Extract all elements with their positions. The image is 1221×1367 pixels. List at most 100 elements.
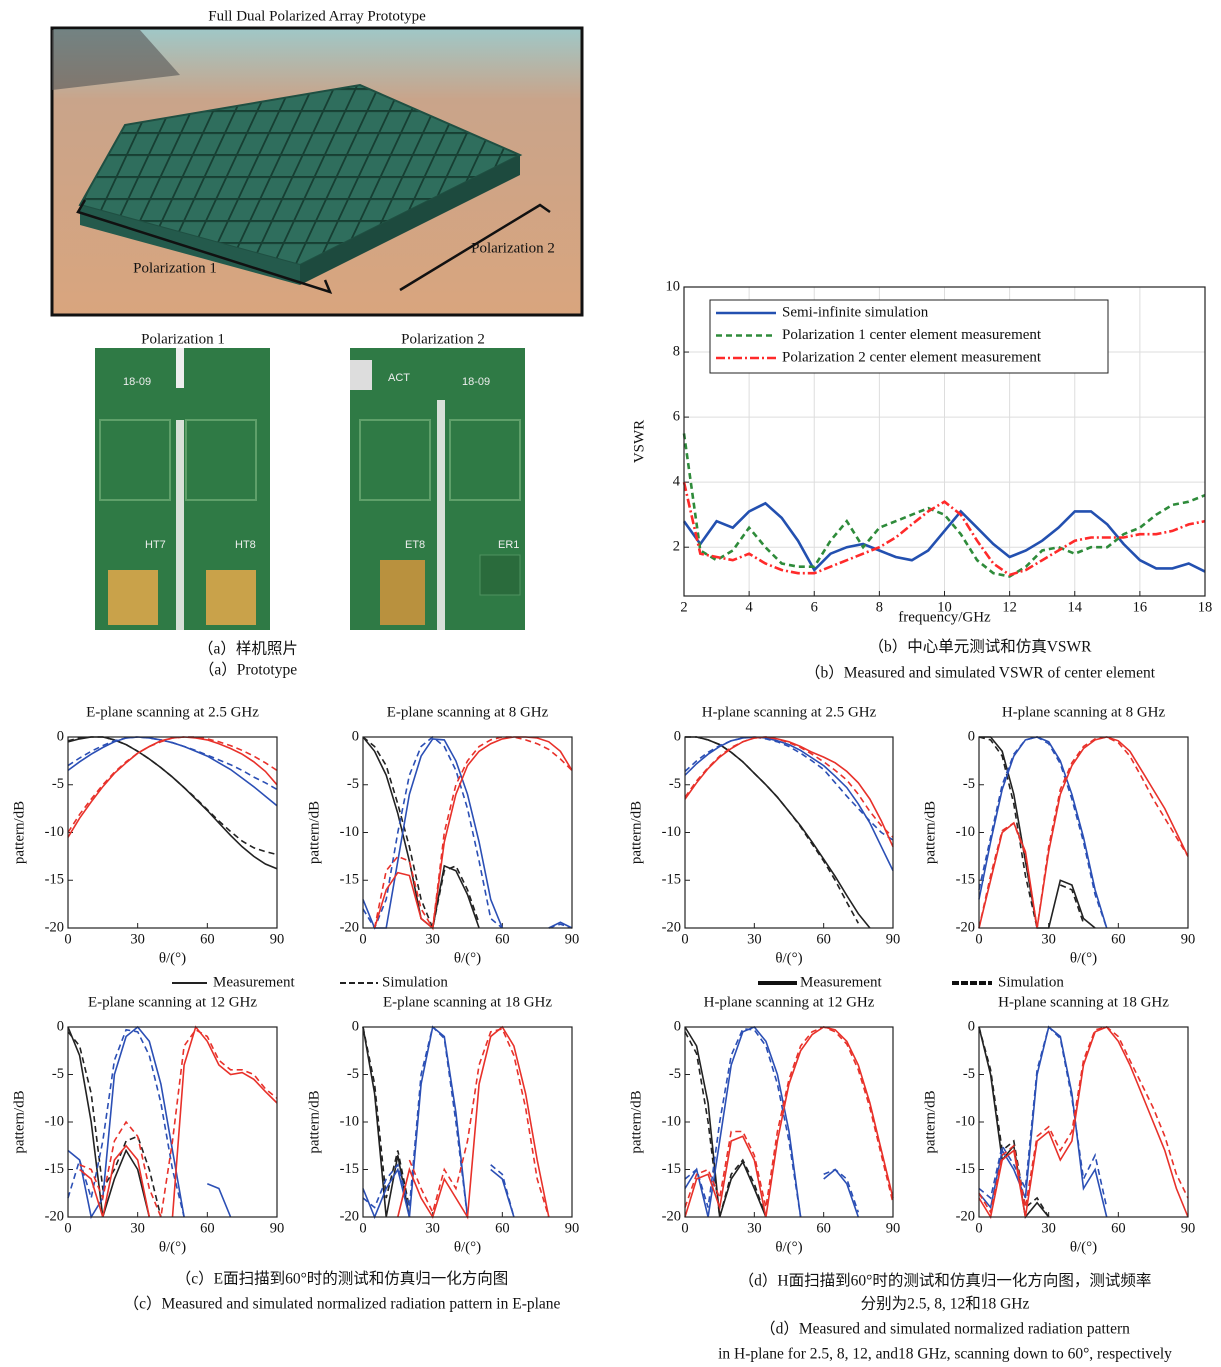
chart-title: E-plane scanning at 18 GHz bbox=[383, 994, 552, 1010]
caption: （d）Measured and simulated normalized rad… bbox=[760, 1321, 1130, 1338]
x-axis-label: θ/(°) bbox=[775, 1239, 802, 1255]
photo-title: Full Dual Polarized Array Prototype bbox=[208, 8, 426, 24]
x-tick-label: 6 bbox=[811, 599, 818, 615]
series-line bbox=[67, 1025, 232, 1220]
x-tick-label: 90 bbox=[886, 931, 901, 947]
series-line bbox=[67, 1028, 185, 1218]
series-line bbox=[67, 1026, 151, 1218]
x-tick-label: 60 bbox=[200, 931, 215, 947]
series-line bbox=[682, 433, 1206, 578]
x-tick-label: 30 bbox=[747, 1220, 762, 1236]
y-axis-label: pattern/dB bbox=[306, 1090, 322, 1153]
caption: （d）H面扫描到60°时的测试和仿真归一化方向图，测试频率 bbox=[739, 1272, 1152, 1290]
plot-area bbox=[979, 737, 1188, 928]
y-tick-label: 0 bbox=[57, 1018, 64, 1034]
y-tick-label: 0 bbox=[968, 1018, 975, 1034]
plot-frame bbox=[67, 736, 278, 929]
x-tick-label: 0 bbox=[359, 931, 366, 947]
board-label: Polarization 2 bbox=[401, 331, 485, 347]
y-tick-label: 8 bbox=[673, 343, 680, 359]
bracket bbox=[399, 203, 551, 292]
plot-frame bbox=[362, 736, 573, 929]
y-tick-label: -10 bbox=[45, 1113, 64, 1129]
board-text: ACT bbox=[388, 372, 410, 384]
x-tick-label: 2 bbox=[680, 599, 687, 615]
y-tick-label: -5 bbox=[963, 776, 975, 792]
x-tick-label: 16 bbox=[1133, 599, 1148, 615]
x-tick-label: 18 bbox=[1198, 599, 1213, 615]
caption: （b）Measured and simulated VSWR of center… bbox=[805, 665, 1156, 682]
y-tick-label: -10 bbox=[45, 824, 64, 840]
y-tick-label: -20 bbox=[45, 1208, 64, 1224]
caption: 分别为2.5, 8, 12和18 GHz bbox=[861, 1295, 1030, 1313]
series-line bbox=[978, 1026, 1189, 1215]
x-tick-label: 60 bbox=[200, 1220, 215, 1236]
series-line bbox=[79, 1025, 278, 1218]
y-tick-label: 4 bbox=[673, 473, 681, 489]
series-line bbox=[397, 1025, 550, 1220]
y-tick-label: 0 bbox=[57, 728, 64, 744]
bracket bbox=[76, 199, 333, 295]
x-tick-label: 90 bbox=[270, 931, 285, 947]
x-axis-label: θ/(°) bbox=[159, 1239, 186, 1255]
legend-label: Simulation bbox=[998, 974, 1064, 990]
x-tick-label: 90 bbox=[1181, 1220, 1196, 1236]
y-axis-label: pattern/dB bbox=[11, 1090, 27, 1153]
legend-label: Polarization 1 center element measuremen… bbox=[782, 327, 1042, 343]
caption: （c）Measured and simulated normalized rad… bbox=[124, 1296, 561, 1313]
y-axis-label: pattern/dB bbox=[628, 1090, 644, 1153]
series-line bbox=[67, 736, 278, 833]
board-text: 18-09 bbox=[123, 376, 151, 388]
series-line bbox=[79, 1028, 278, 1220]
board-text: HT8 bbox=[235, 539, 256, 551]
plot-frame bbox=[683, 286, 1206, 597]
y-tick-label: -15 bbox=[45, 1161, 64, 1177]
y-tick-label: -20 bbox=[662, 919, 681, 935]
legend-box bbox=[709, 299, 1109, 374]
plot-frame bbox=[67, 1026, 278, 1218]
x-tick-label: 0 bbox=[975, 1220, 982, 1236]
plot-frame bbox=[362, 1026, 573, 1218]
series-line bbox=[67, 1031, 162, 1218]
x-tick-label: 0 bbox=[64, 931, 71, 947]
y-tick-label: -15 bbox=[340, 872, 359, 888]
y-tick-label: 0 bbox=[674, 728, 681, 744]
plot-area bbox=[685, 737, 893, 928]
caption: in H-plane for 2.5, 8, 12, and18 GHz, sc… bbox=[718, 1346, 1172, 1363]
series-line bbox=[978, 736, 1108, 929]
y-tick-label: -5 bbox=[669, 1066, 681, 1082]
x-axis-label: θ/(°) bbox=[159, 950, 186, 966]
x-tick-label: 90 bbox=[565, 931, 580, 947]
y-tick-label: 0 bbox=[674, 1018, 681, 1034]
x-axis-label: θ/(°) bbox=[1070, 950, 1097, 966]
caption: （b）中心单元测试和仿真VSWR bbox=[868, 638, 1092, 656]
series-line bbox=[373, 736, 573, 930]
y-tick-label: -20 bbox=[956, 1208, 975, 1224]
legend-label: Polarization 2 center element measuremen… bbox=[782, 349, 1042, 365]
series-line bbox=[685, 736, 860, 924]
x-tick-label: 0 bbox=[64, 1220, 71, 1236]
x-tick-label: 0 bbox=[975, 931, 982, 947]
y-axis-label: pattern/dB bbox=[11, 801, 27, 864]
plot-frame bbox=[684, 1026, 894, 1218]
x-axis-label: θ/(°) bbox=[454, 950, 481, 966]
x-tick-label: 0 bbox=[681, 1220, 688, 1236]
x-tick-label: 30 bbox=[1041, 931, 1056, 947]
y-tick-label: -5 bbox=[347, 776, 359, 792]
x-axis-label: θ/(°) bbox=[1070, 1239, 1097, 1255]
series-line bbox=[978, 1025, 1108, 1218]
x-axis-label: frequency/GHz bbox=[898, 609, 991, 625]
x-tick-label: 60 bbox=[1111, 931, 1126, 947]
y-axis-label: pattern/dB bbox=[922, 801, 938, 864]
y-tick-label: -10 bbox=[956, 1113, 975, 1129]
board-text: ET8 bbox=[405, 539, 425, 551]
photo-shadow bbox=[52, 30, 180, 90]
x-tick-label: 12 bbox=[1002, 599, 1017, 615]
y-tick-label: -20 bbox=[340, 919, 359, 935]
plot-area bbox=[363, 1027, 572, 1217]
y-axis-label: VSWR bbox=[631, 420, 647, 463]
y-tick-label: -20 bbox=[45, 919, 64, 935]
y-tick-label: -15 bbox=[340, 1161, 359, 1177]
array-edge bbox=[300, 155, 520, 285]
